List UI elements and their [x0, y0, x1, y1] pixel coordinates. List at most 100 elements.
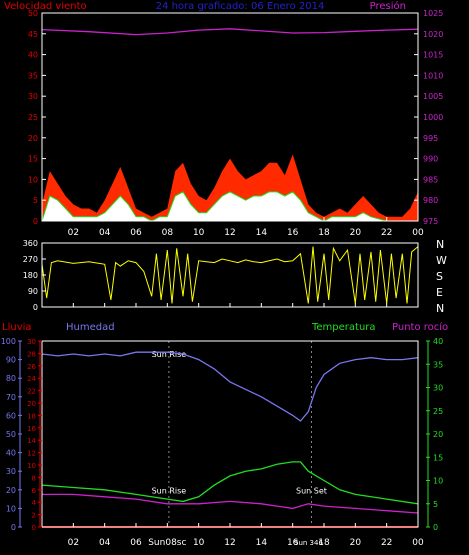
panel1-x-tick-label: 08: [162, 228, 174, 238]
panel1-right-tick-label: 1015: [423, 51, 443, 60]
panel1-right-tick-label: 1005: [423, 92, 443, 101]
panel1-left-tick-label: 35: [28, 71, 38, 80]
panel3-dewpoint-label: Punto rocío: [392, 321, 448, 333]
humidity-tick-label: 90: [6, 356, 16, 365]
rain-tick-label: 28: [27, 350, 36, 358]
dewpoint-line: [42, 493, 419, 514]
panel3-x-tick-label: Sun08sc: [148, 538, 186, 548]
wind-gust-area: [42, 154, 418, 221]
panel1-left-tick-label: 10: [28, 175, 38, 184]
rain-tick-label: 6: [32, 487, 37, 495]
panel3-humidity-label: Humedad: [66, 322, 115, 333]
rain-tick-label: 26: [27, 363, 36, 371]
humidity-tick-label: 10: [6, 504, 16, 513]
panel3-x-tick-label: 04: [99, 538, 111, 548]
temperature-tick-label: 0: [433, 523, 438, 532]
panel1-right-tick-label: 1025: [423, 9, 443, 18]
panel2-frame: [41, 242, 419, 308]
panel1-x-tick-label: 00: [412, 228, 424, 238]
panel3-x-tick-label: 18: [318, 538, 330, 548]
panel3-x-tick-label: 20: [350, 538, 362, 548]
rain-tick-label: 22: [27, 388, 36, 396]
panel3-rain-label: Lluvia: [2, 322, 32, 333]
compass-label: S: [436, 270, 443, 283]
rain-tick-label: 10: [27, 462, 36, 470]
panel1-left-label: Velocidad viento: [4, 1, 87, 12]
panel3-temperature-label: Temperatura: [311, 322, 376, 333]
sun-rise-label: Sun Rise: [152, 487, 187, 496]
compass-label: N: [436, 238, 444, 251]
panel1-right-tick-label: 1010: [423, 71, 443, 80]
rain-tick-label: 2: [32, 512, 36, 520]
rain-tick-label: 18: [27, 412, 36, 420]
compass-label: W: [436, 254, 447, 267]
panel1-left-tick-label: 25: [28, 113, 38, 122]
panel1-x-tick-label: 06: [130, 228, 142, 238]
panel1-right-tick-label: 995: [423, 134, 438, 143]
rain-tick-label: 0: [32, 524, 36, 532]
temperature-tick-label: 20: [433, 430, 443, 439]
panel3-x-tick-label: 16: [287, 538, 299, 548]
panel2-left-tick-label: 180: [23, 271, 38, 280]
rain-tick-label: 4: [32, 499, 37, 507]
panel3-x-tick-label: 14: [256, 538, 268, 548]
sun-set-time-label: Sun 346: [294, 539, 323, 547]
pressure-line: [41, 28, 419, 36]
panel2-left-tick-label: 270: [23, 255, 38, 264]
rain-tick-label: 8: [32, 474, 36, 482]
panel1-left-tick-label: 50: [28, 9, 38, 18]
panel1-right-tick-label: 1020: [423, 30, 443, 39]
panel3-x-tick-label: 12: [224, 538, 235, 548]
panel1-x-tick-label: 14: [256, 228, 268, 238]
rain-tick-label: 14: [27, 437, 36, 445]
rain-tick-label: 20: [27, 400, 36, 408]
humidity-tick-label: 100: [1, 337, 16, 346]
panel2-left-tick-label: 360: [23, 239, 38, 248]
panel2-left-tick-label: 90: [28, 287, 38, 296]
temperature-tick-label: 30: [433, 384, 443, 393]
compass-label: N: [436, 302, 444, 315]
humidity-tick-label: 40: [6, 449, 16, 458]
temperature-line: [41, 461, 419, 505]
panel1-x-tick-label: 10: [193, 228, 205, 238]
panel3-x-tick-label: 22: [381, 538, 392, 548]
panel1-right-tick-label: 985: [423, 175, 438, 184]
panel1-x-tick-label: 20: [350, 228, 362, 238]
humidity-tick-label: 80: [6, 374, 16, 383]
humidity-tick-label: 70: [6, 393, 16, 402]
panel3-x-tick-label: 02: [68, 538, 79, 548]
humidity-line: [41, 351, 419, 422]
panel2-left-tick-label: 0: [33, 303, 38, 312]
panel1-left-tick-label: 5: [33, 196, 38, 205]
panel1-x-tick-label: 12: [224, 228, 235, 238]
panel1-right-tick-label: 990: [423, 155, 438, 164]
panel1-left-tick-label: 15: [28, 155, 38, 164]
panel1-right-tick-label: 975: [423, 217, 438, 226]
sun-rise-top-label: Sun Rise: [152, 350, 187, 359]
panel3-x-tick-label: 00: [412, 538, 424, 548]
panel1-x-tick-label: 18: [318, 228, 330, 238]
temperature-tick-label: 5: [433, 500, 438, 509]
wind-direction-line: [41, 246, 419, 304]
temperature-tick-label: 15: [433, 453, 443, 462]
temperature-tick-label: 40: [433, 337, 443, 346]
panel1-x-tick-label: 02: [68, 228, 79, 238]
wind-speed-line: [41, 191, 418, 222]
panel1-left-tick-label: 0: [33, 217, 38, 226]
wind-speed-area: [42, 191, 418, 221]
panel3-x-tick-label: 10: [193, 538, 205, 548]
humidity-tick-label: 50: [6, 430, 16, 439]
humidity-tick-label: 0: [11, 523, 16, 532]
rain-tick-label: 12: [27, 450, 36, 458]
panel1-left-tick-label: 20: [28, 134, 38, 143]
panel1-x-tick-label: 16: [287, 228, 299, 238]
humidity-tick-label: 20: [6, 486, 16, 495]
panel1-title: 24 hora graficado: 06 Enero 2014: [156, 1, 325, 12]
rain-tick-label: 24: [27, 375, 36, 383]
compass-label: E: [436, 286, 443, 299]
humidity-tick-label: 60: [6, 411, 16, 420]
rain-tick-label: 30: [27, 338, 36, 346]
panel1-x-tick-label: 04: [99, 228, 111, 238]
sun-set-label: Sun Set: [296, 487, 327, 496]
